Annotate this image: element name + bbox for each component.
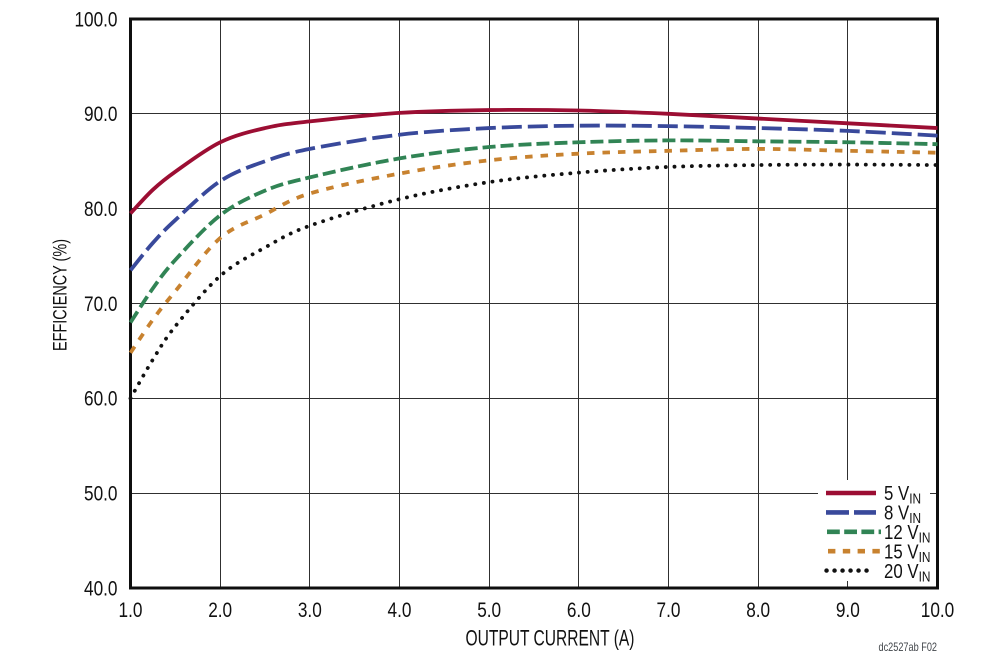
y-tick-label: 60.0	[84, 388, 118, 411]
x-tick-label: 1.0	[119, 600, 143, 623]
y-tick-label: 40.0	[84, 578, 118, 601]
x-tick-label: 8.0	[746, 600, 770, 623]
series-line-12-vin	[128, 138, 938, 324]
legend-label-20-vin: 20 VIN	[884, 559, 930, 584]
x-tick-label: 4.0	[388, 600, 412, 623]
curves	[128, 107, 940, 401]
y-tick-label: 90.0	[84, 104, 118, 127]
x-tick-label: 7.0	[657, 600, 681, 623]
x-tick-label: 6.0	[567, 600, 591, 623]
x-tick-label: 10.0	[921, 600, 955, 623]
figure-caption: dc2527ab F02	[879, 640, 938, 654]
y-tick-label: 80.0	[84, 199, 118, 222]
gridlines	[130, 19, 938, 588]
y-tick-label: 50.0	[84, 483, 118, 506]
x-tick-label: 5.0	[477, 600, 501, 623]
x-axis-title: OUTPUT CURRENT (A)	[466, 626, 635, 651]
x-tick-label: 9.0	[836, 600, 860, 623]
x-tick-label: 3.0	[298, 600, 322, 623]
series-line-5-vin	[129, 107, 938, 215]
y-tick-label: 100.0	[74, 9, 117, 32]
series-line-15-vin	[128, 147, 938, 354]
y-axis-tick-labels: 40.0 50.0 60.0 70.0 80.0 90.0 100.0	[74, 9, 117, 601]
plot-frame	[129, 17, 939, 590]
legend-label-8-vin: 8 VIN	[884, 501, 921, 526]
legend-label-15-vin: 15 VIN	[884, 540, 930, 565]
x-axis-tick-labels: 1.0 2.0 3.0 4.0 5.0 6.0 7.0 8.0 9.0 10.0	[119, 600, 955, 623]
series-line-8-vin	[129, 123, 938, 272]
y-axis-title: EFFICIENCY (%)	[51, 239, 72, 351]
series-line-20-vin	[128, 162, 940, 401]
y-tick-label: 70.0	[84, 293, 118, 316]
x-tick-label: 2.0	[208, 600, 232, 623]
legend-label-12-vin: 12 VIN	[884, 520, 930, 545]
legend-label-5-vin: 5 VIN	[884, 482, 921, 507]
